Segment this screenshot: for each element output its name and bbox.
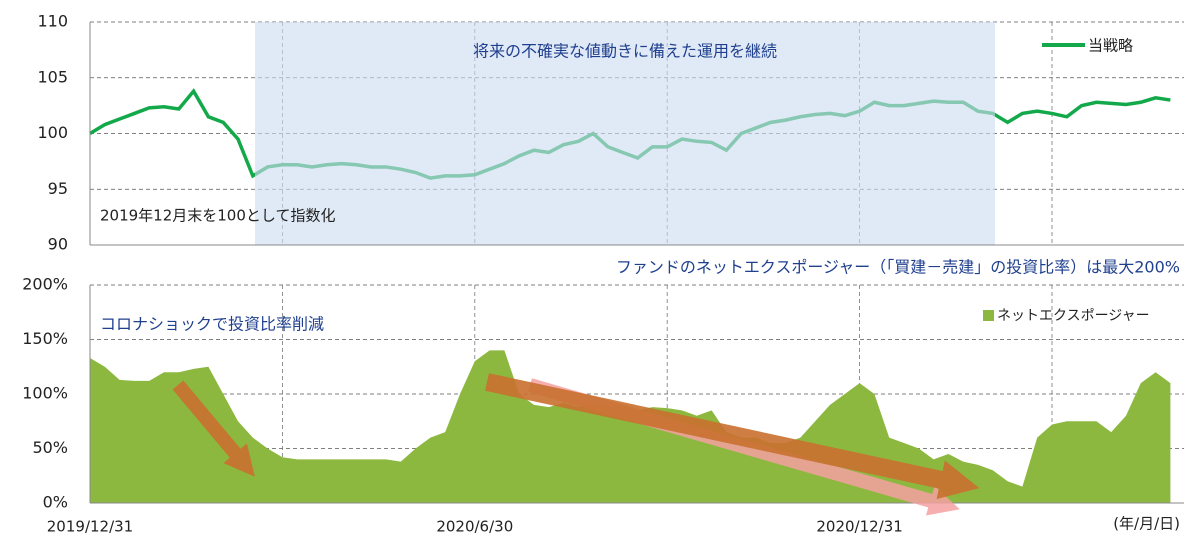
y-tick-label: 200% [22, 275, 68, 294]
shaded-period [255, 22, 995, 245]
legend-label: ネットエクスポージャー [997, 308, 1150, 324]
y-tick-label: 100 [37, 123, 68, 142]
y-tick-label: 0% [43, 493, 68, 512]
annotation: コロナショックで投資比率削減 [100, 315, 324, 334]
area [90, 350, 1171, 503]
y-tick-label: 105 [37, 67, 68, 86]
x-tick-label: 2019/12/31 [47, 518, 133, 536]
legend-swatch [983, 310, 994, 321]
y-tick-label: 100% [22, 384, 68, 403]
legend-label: 当戦略 [1088, 37, 1133, 55]
y-tick-label: 90 [48, 235, 68, 254]
arrow [172, 380, 255, 477]
x-tick-label: 2020/6/30 [436, 518, 513, 536]
y-tick-label: 150% [22, 329, 68, 348]
subtitle: ファンドのネットエクスポージャー（「買建－売建」の投資比率）は最大200% [616, 258, 1180, 277]
annotation: 将来の不確実な値動きに備えた運用を継続 [473, 42, 777, 61]
y-tick-label: 50% [32, 438, 68, 457]
y-tick-label: 95 [48, 179, 68, 198]
y-tick-label: 110 [37, 12, 68, 31]
x-unit: (年/月/日) [1113, 515, 1180, 533]
x-tick-label: 2020/12/31 [816, 518, 902, 536]
note: 2019年12月末を100として指数化 [100, 207, 335, 225]
arrow [485, 373, 980, 500]
